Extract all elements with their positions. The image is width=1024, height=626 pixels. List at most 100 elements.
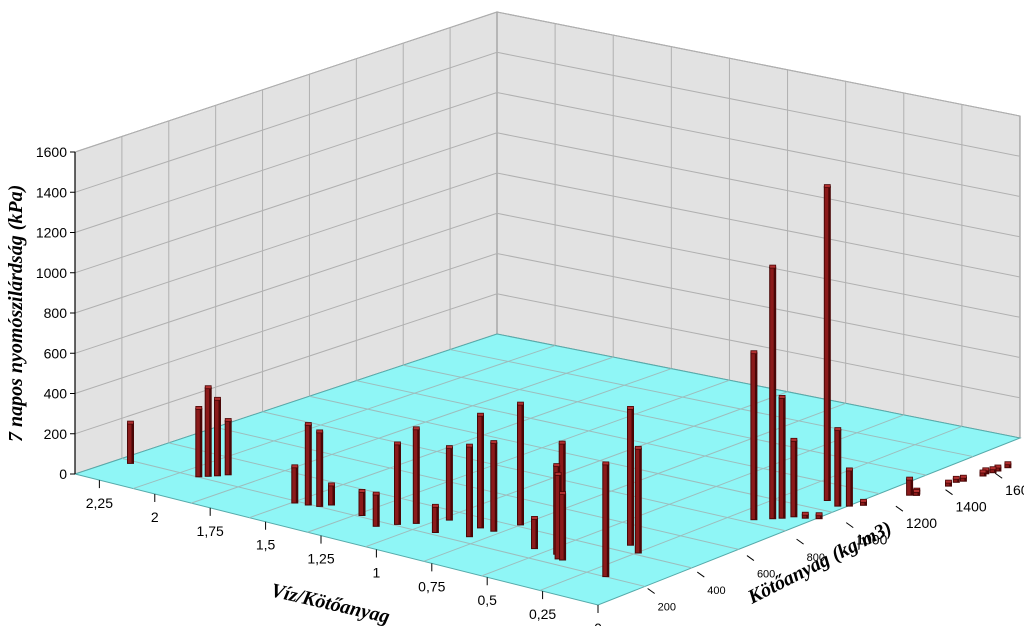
bar <box>477 412 484 529</box>
bar <box>531 516 538 550</box>
bar-top <box>558 440 566 445</box>
y-tick-mark <box>845 522 854 529</box>
bar-top <box>214 396 221 401</box>
chart-ticks: 020040060080010001200140016002,2521,751,… <box>36 144 1024 626</box>
bar-side <box>964 477 967 482</box>
bar-side <box>850 469 853 507</box>
bar-side <box>295 466 298 503</box>
y-tick-label: 1200 <box>906 515 937 531</box>
x-tick-label: 1,25 <box>307 551 334 567</box>
bar <box>959 474 967 482</box>
floor-gridline <box>191 356 614 504</box>
bar-side <box>606 463 609 577</box>
bar-top <box>960 474 967 479</box>
bar <box>945 479 952 487</box>
z-tick-label: 0 <box>59 466 67 482</box>
bar-top <box>1004 461 1012 466</box>
bar-side <box>998 467 1001 471</box>
bar-top <box>906 476 913 481</box>
bar-side <box>864 501 867 506</box>
bar-side <box>563 493 566 560</box>
bar-side <box>521 404 524 525</box>
bar-top <box>372 491 380 496</box>
bar <box>466 443 473 538</box>
bar-top <box>913 488 920 493</box>
y-tick-mark <box>895 505 904 512</box>
bar <box>291 464 299 504</box>
bar <box>834 427 842 507</box>
bar <box>490 440 498 532</box>
bar <box>431 503 439 533</box>
bar <box>517 401 524 526</box>
y-tick-mark <box>994 472 1003 479</box>
z-tick-label: 400 <box>44 386 68 402</box>
floor-gridline <box>262 411 786 532</box>
bar-side <box>199 408 202 477</box>
bar <box>559 491 567 561</box>
bar-side <box>131 423 134 464</box>
bar-top <box>989 466 997 471</box>
bar-side <box>332 484 335 505</box>
bar <box>952 475 960 483</box>
bar-top <box>127 420 134 425</box>
bar-side <box>417 428 420 524</box>
bar-top <box>394 441 401 446</box>
y-tick-mark <box>697 571 705 578</box>
bar-side <box>363 491 365 516</box>
bar <box>372 491 380 527</box>
bar <box>801 511 809 519</box>
y-tick-label: 200 <box>658 602 676 614</box>
bar-side <box>806 514 809 519</box>
y-tick-label: 1000 <box>856 532 887 548</box>
bar-top <box>559 491 566 496</box>
bar-side <box>209 387 212 477</box>
bar <box>913 488 920 496</box>
x-tick-label: 1 <box>372 564 380 580</box>
floor-gridline <box>309 395 833 513</box>
bar <box>769 264 777 520</box>
z-tick-label: 1400 <box>36 184 67 200</box>
bar-top <box>204 385 212 390</box>
bar-side <box>470 446 473 537</box>
bar-top <box>553 463 561 468</box>
z-tick-label: 1600 <box>36 144 67 160</box>
bar-top <box>224 418 232 422</box>
bar-side <box>535 518 538 549</box>
bar <box>358 488 366 516</box>
bar <box>627 405 634 546</box>
bar <box>195 405 203 478</box>
bar-top <box>316 429 324 434</box>
bar <box>316 429 324 507</box>
bar-side <box>639 448 642 553</box>
y-tick-label: 1400 <box>956 499 987 515</box>
bar-side <box>309 424 312 505</box>
bar-side <box>631 408 634 546</box>
floor-gridline <box>481 414 904 577</box>
bar-side <box>910 479 913 496</box>
z-tick-label: 1200 <box>36 225 67 241</box>
bar <box>328 482 335 506</box>
bar-side <box>838 429 841 507</box>
bar-side <box>949 482 952 487</box>
y-tick-label: 800 <box>807 552 825 564</box>
y-tick-label: 1600 <box>1005 482 1024 498</box>
bar-top <box>412 426 420 431</box>
z-tick-label: 800 <box>44 305 68 321</box>
floor-gridline <box>121 457 646 587</box>
bar-top <box>627 405 634 410</box>
y-tick-mark <box>945 489 953 496</box>
bar-top <box>750 350 758 355</box>
bar <box>394 441 401 525</box>
bar <box>204 385 212 477</box>
bar-side <box>820 514 823 519</box>
bar-side <box>773 267 776 519</box>
bar-top <box>823 184 831 189</box>
y-tick-mark <box>647 588 655 594</box>
bar <box>860 498 867 506</box>
x-tick-label: 1,75 <box>197 523 224 539</box>
bar-side <box>229 420 232 475</box>
y-tick-label: 600 <box>757 569 775 581</box>
bar-side <box>1008 463 1011 468</box>
bar-top <box>195 405 203 410</box>
